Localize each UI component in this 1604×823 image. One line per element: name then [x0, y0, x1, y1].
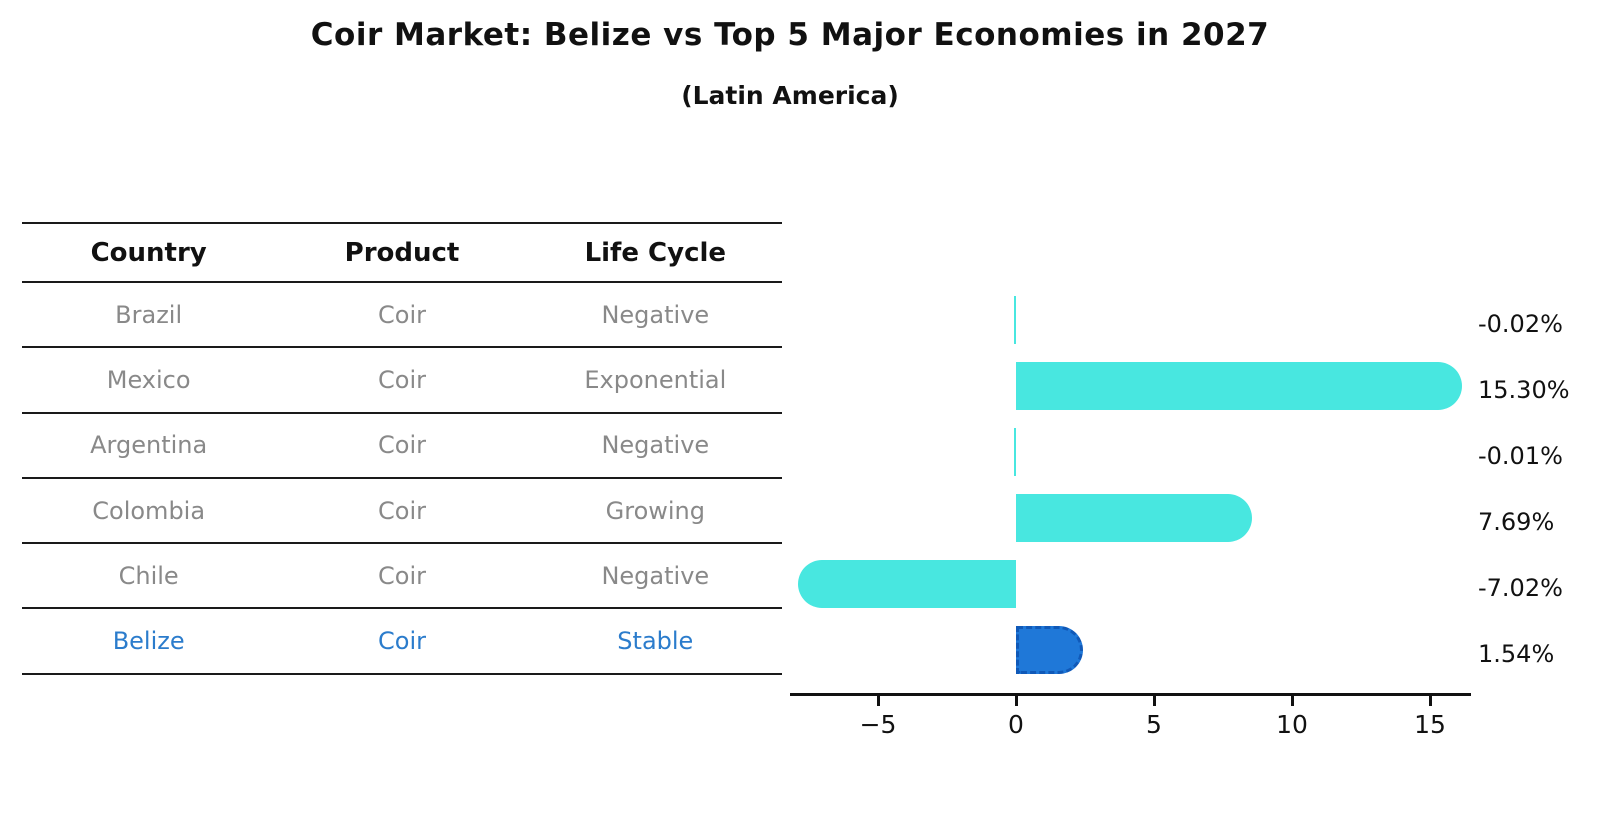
table-cell-product: Coir [378, 431, 426, 460]
table-row-brazil: Brazil Coir Negative [22, 283, 782, 349]
table-header-country: Country [90, 237, 207, 268]
table-header-row: Country Product Life Cycle [22, 222, 782, 283]
table-cell-product: Coir [378, 561, 426, 590]
x-tick-mark [1152, 696, 1156, 706]
x-tick-label: 0 [1008, 710, 1024, 739]
summary-table: Country Product Life Cycle Brazil Coir N… [22, 222, 782, 675]
chart-subtitle: (Latin America) [681, 81, 899, 110]
table-header-life-cycle: Life Cycle [584, 237, 727, 268]
table-header-product: Product [344, 237, 460, 268]
value-label-mexico: 15.30% [1478, 376, 1570, 404]
table-cell-country: Argentina [90, 431, 208, 460]
table-cell-country: Colombia [92, 496, 206, 525]
table-cell-product: Coir [378, 496, 426, 525]
x-axis-line [789, 693, 1472, 696]
table-cell-life-cycle: Negative [601, 561, 710, 590]
bar-colombia [1016, 494, 1253, 542]
x-tick-mark [876, 696, 880, 706]
x-tick-mark [1014, 696, 1018, 706]
table-cell-country: Chile [118, 561, 179, 590]
bar-mexico [1016, 362, 1463, 410]
table-row-belize: Belize Coir Stable [22, 609, 782, 675]
x-tick-label: −5 [859, 710, 897, 739]
table-cell-life-cycle: Negative [601, 431, 710, 460]
value-label-chile: -7.02% [1478, 574, 1563, 602]
x-tick-label: 15 [1414, 710, 1446, 739]
x-tick-label: 5 [1146, 710, 1162, 739]
table-cell-life-cycle: Stable [617, 627, 694, 656]
bar-brazil [1013, 296, 1016, 344]
chart-title: Coir Market: Belize vs Top 5 Major Econo… [310, 17, 1270, 53]
table-cell-life-cycle: Growing [605, 496, 705, 525]
table-cell-country: Brazil [115, 300, 183, 329]
table-cell-product: Coir [378, 365, 426, 394]
value-label-argentina: -0.01% [1478, 442, 1563, 470]
x-tick-mark [1290, 696, 1294, 706]
x-tick-mark [1428, 696, 1432, 706]
table-cell-product: Coir [378, 300, 426, 329]
bar-argentina [1013, 428, 1016, 476]
table-row-mexico: Mexico Coir Exponential [22, 348, 782, 414]
table-cell-country: Mexico [106, 365, 191, 394]
value-label-colombia: 7.69% [1478, 508, 1555, 536]
table-cell-product: Coir [378, 627, 426, 656]
table-cell-country: Belize [112, 627, 185, 656]
value-label-belize: 1.54% [1478, 640, 1555, 668]
table-row-colombia: Colombia Coir Growing [22, 479, 782, 545]
table-cell-life-cycle: Exponential [584, 365, 727, 394]
table-body: Brazil Coir Negative Mexico Coir Exponen… [22, 283, 782, 675]
bar-belize [1016, 626, 1083, 674]
table-cell-life-cycle: Negative [601, 300, 710, 329]
value-label-brazil: -0.02% [1478, 310, 1563, 338]
table-row-chile: Chile Coir Negative [22, 544, 782, 610]
x-tick-label: 10 [1276, 710, 1308, 739]
table-row-argentina: Argentina Coir Negative [22, 414, 782, 479]
bar-chile [798, 560, 1016, 608]
